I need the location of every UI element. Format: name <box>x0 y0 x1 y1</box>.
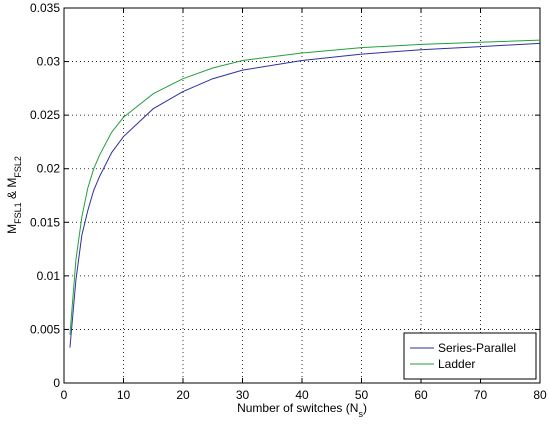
y-tick-label: 0.01 <box>37 269 61 283</box>
legend-label: Ladder <box>438 357 475 371</box>
x-label-sub: s <box>358 409 363 419</box>
legend-label: Series-Parallel <box>438 341 516 355</box>
x-label-part: ) <box>363 401 367 415</box>
y-label-part: M <box>5 224 19 234</box>
x-tick-label: 70 <box>474 388 488 402</box>
legend: Series-Parallel Ladder <box>403 332 537 380</box>
x-tick-label: 30 <box>236 388 250 402</box>
y-label-part: & M <box>5 178 19 203</box>
y-tick-label: 0.035 <box>30 1 60 15</box>
x-label-part: Number of switches (N <box>237 401 358 415</box>
legend-box <box>403 332 537 380</box>
x-tick-label: 50 <box>355 388 369 402</box>
plot-layer: 0 0.005 0.01 0.015 0.02 0.025 0.03 0.035 0 10 20 30… <box>30 1 547 402</box>
series-line <box>69 42 541 348</box>
plot-frame <box>63 7 541 384</box>
x-axis-label: Number of switches (Ns) <box>237 401 367 419</box>
x-tick-label: 10 <box>117 388 131 402</box>
y-tick-label: 0.005 <box>30 322 60 336</box>
y-label-sub: FSL2 <box>13 156 23 178</box>
series-line <box>69 39 541 335</box>
y-label-sub: FSL1 <box>13 202 23 224</box>
x-tick-label: 80 <box>533 388 547 402</box>
x-tick-label: 20 <box>176 388 190 402</box>
y-tick-label: 0 <box>53 376 60 390</box>
x-tick-label: 60 <box>414 388 428 402</box>
y-tick-label: 0.03 <box>37 55 61 69</box>
y-tick-label: 0.015 <box>30 215 60 229</box>
x-tick-label: 0 <box>61 388 68 402</box>
y-axis-label: MFSL1 & MFSL2 <box>5 156 23 234</box>
y-tick-label: 0.025 <box>30 108 60 122</box>
x-tick-label: 40 <box>295 388 309 402</box>
y-tick-label: 0.02 <box>37 162 61 176</box>
